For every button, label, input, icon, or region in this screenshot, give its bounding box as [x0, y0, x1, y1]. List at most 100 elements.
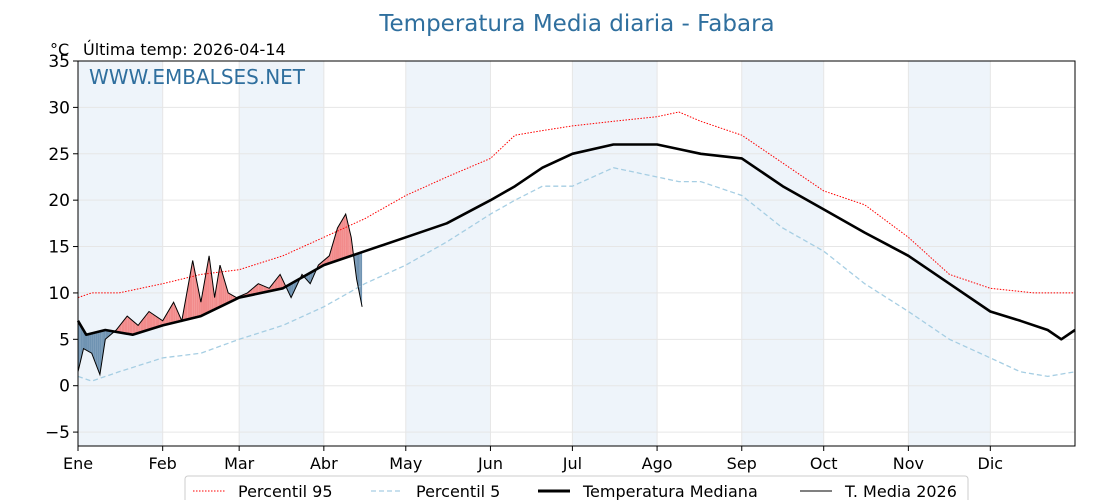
anomaly-fill-above	[329, 248, 332, 264]
anomaly-fill-below	[89, 333, 92, 354]
month-band-mar	[239, 61, 324, 446]
anomaly-fill-above	[192, 260, 195, 319]
y-tick-label: 0	[59, 377, 70, 397]
anomaly-fill-above	[347, 219, 349, 258]
anomaly-fill-above	[209, 255, 211, 313]
anomaly-fill-below	[357, 253, 360, 293]
anomaly-fill-above	[222, 272, 225, 306]
anomaly-fill-above	[218, 265, 221, 308]
anomaly-fill-below	[99, 331, 102, 375]
month-band-ene	[78, 61, 163, 446]
y-tick-label: 25	[48, 145, 70, 165]
anomaly-fill-above	[226, 285, 229, 304]
anomaly-fill-above	[339, 221, 342, 260]
anomaly-fill-above	[258, 283, 262, 294]
anomaly-fill-below	[308, 272, 311, 284]
plot-frame	[77, 60, 1076, 447]
anomaly-fill-below	[93, 332, 96, 364]
x-tick-label: Jul	[562, 454, 582, 473]
legend: Percentil 95 Percentil 5 Temperatura Med…	[184, 475, 969, 500]
x-tick-label: Oct	[810, 454, 838, 473]
watermark: WWW.EMBALSES.NET	[89, 65, 306, 89]
anomaly-fill-above	[255, 283, 259, 295]
anomaly-fill-above	[261, 284, 264, 293]
anomaly-fill-below	[85, 333, 88, 351]
x-axis: Ene Feb Mar Abr May Jun Jul Ago Sep Oct Nov Dic	[63, 446, 1003, 473]
anomaly-fill-below	[95, 331, 98, 370]
x-tick-label: Feb	[149, 454, 177, 473]
y-tick-label: −5	[45, 423, 70, 443]
last-temp-label: Última temp: 2026-04-14	[83, 40, 286, 59]
legend-item-median: Temperatura Mediana	[538, 482, 758, 500]
series-line-percentil-95	[77, 111, 1075, 299]
y-axis: −5 0 5 10 15 20 25 30 35	[45, 52, 78, 443]
anomaly-fill-below	[288, 283, 292, 298]
anomaly-fill-above	[200, 290, 203, 317]
anomaly-fill-above	[149, 311, 153, 330]
anomaly-fill-above	[170, 302, 174, 324]
y-tick-label: 35	[48, 52, 70, 72]
anomaly-fill-above	[127, 316, 130, 335]
x-tick-label: Nov	[893, 454, 924, 473]
anomaly-fill-above	[140, 318, 144, 333]
anomaly-fill-above	[343, 214, 346, 259]
anomaly-fill-above	[143, 314, 147, 332]
anomaly-fill-above	[205, 267, 208, 315]
x-tick-label: Sep	[727, 454, 757, 473]
month-band-jul	[572, 61, 658, 446]
legend-item-p5: Percentil 5	[371, 482, 500, 500]
anomaly-fill-above	[198, 291, 201, 317]
anomaly-fill-below	[82, 327, 84, 355]
anomaly-fill-above	[348, 225, 350, 257]
legend-label-p95: Percentil 95	[238, 482, 333, 500]
anomaly-fill-above	[118, 323, 122, 333]
anomaly-fill-below	[293, 280, 297, 292]
anomaly-fill-above	[331, 241, 334, 263]
anomaly-fill-below	[310, 271, 313, 284]
month-band-sep	[741, 61, 824, 446]
x-tick-label: Jun	[477, 454, 503, 473]
anomaly-fill-below	[97, 331, 100, 375]
x-tick-label: Ago	[642, 454, 673, 473]
legend-item-current: T. Media 2026	[800, 482, 957, 500]
anomaly-fill-above	[162, 316, 166, 326]
anomaly-fill-above	[341, 217, 344, 260]
anomaly-fill-above	[184, 290, 188, 321]
series-line-percentil-5	[77, 167, 1076, 382]
anomaly-fill-above	[189, 260, 193, 319]
anomaly-fill-above	[132, 320, 136, 335]
anomaly-fill-above	[228, 292, 231, 303]
legend-item-p95: Percentil 95	[193, 482, 333, 500]
anomaly-fill-above	[337, 224, 340, 261]
y-tick-label: 15	[48, 238, 70, 258]
anomaly-fill-above	[187, 275, 190, 320]
anomaly-fill-above	[177, 311, 180, 322]
anomaly-fill-above	[129, 318, 133, 335]
x-tick-label: Mar	[224, 454, 255, 473]
anomaly-fill-above	[155, 316, 160, 328]
y-tick-label: 5	[59, 330, 70, 350]
x-tick-label: May	[389, 454, 422, 473]
y-tick-label: 20	[48, 191, 70, 211]
anomaly-fill-above	[165, 311, 169, 325]
anomaly-fill-below	[79, 323, 81, 366]
anomaly-fill-above	[135, 323, 139, 334]
anomaly-fill-above	[194, 270, 197, 318]
x-tick-label: Abr	[310, 454, 338, 473]
anomaly-fill-above	[146, 311, 150, 331]
series-lines	[76, 111, 1076, 382]
anomaly-fill-above	[345, 214, 348, 258]
legend-label-p5: Percentil 5	[416, 482, 500, 500]
anomaly-fill-below	[291, 282, 294, 298]
y-unit-label: °C	[50, 40, 69, 59]
anomaly-fill-above	[277, 274, 281, 290]
anomaly-fill-below	[359, 252, 361, 300]
anomaly-fill-below	[87, 333, 90, 353]
x-tick-label: Ene	[63, 454, 93, 473]
month-band-may	[405, 61, 491, 446]
legend-label-median: Temperatura Mediana	[582, 482, 758, 500]
anomaly-fill-above	[124, 316, 128, 334]
chart-title: Temperatura Media diaria - Fabara	[378, 11, 774, 37]
anomaly-fill-above	[220, 265, 223, 307]
